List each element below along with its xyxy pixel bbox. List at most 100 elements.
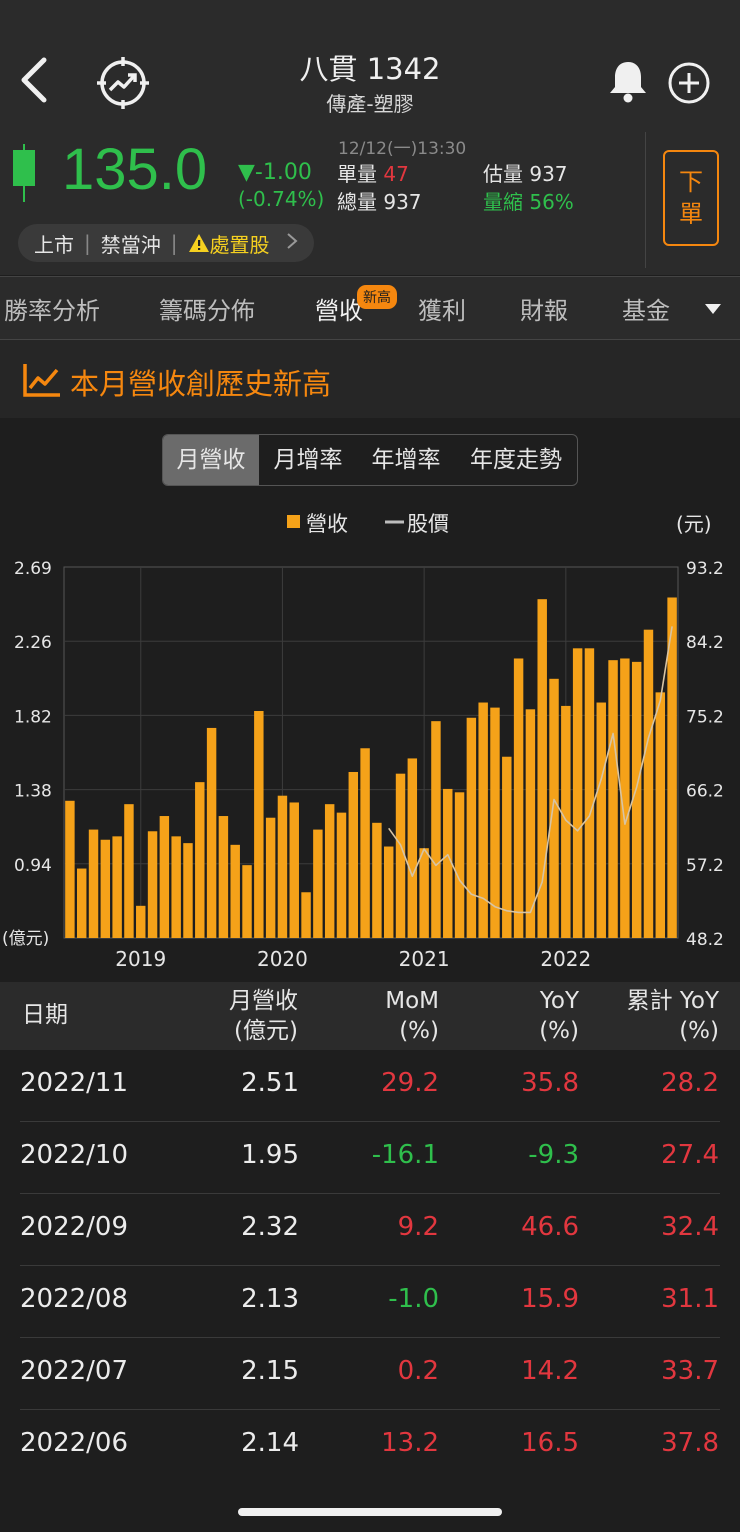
tab-more-button[interactable] — [686, 277, 740, 339]
home-indicator[interactable] — [238, 1508, 502, 1516]
col-date: 日期 — [22, 1002, 68, 1028]
revenue-bar — [608, 660, 618, 938]
chevron-right-icon — [286, 231, 298, 255]
cell-date: 2022/11 — [20, 1068, 129, 1098]
table-row[interactable]: 2022/07 2.15 0.2 14.2 33.7 — [0, 1338, 740, 1410]
revenue-bar — [336, 812, 347, 938]
cell-yoy: 16.5 — [521, 1428, 579, 1458]
left-tick-label: 2.69 — [14, 559, 52, 579]
cell-date: 2022/09 — [20, 1212, 129, 1242]
cell-yoy: 14.2 — [521, 1356, 579, 1386]
cell-revenue: 2.32 — [241, 1212, 299, 1242]
total-volume-value: 937 — [383, 190, 422, 214]
revenue-bar — [454, 792, 465, 938]
right-tick-label: 48.2 — [686, 930, 724, 950]
price-line — [388, 626, 673, 914]
cell-cum-yoy: 27.4 — [661, 1140, 719, 1170]
tab-fund[interactable]: 基金 — [622, 297, 670, 325]
add-watchlist-icon[interactable] — [666, 60, 712, 106]
left-tick-label: 1.82 — [14, 707, 52, 727]
tab-financials[interactable]: 財報 — [520, 297, 568, 325]
revenue-bar — [76, 868, 87, 938]
tab-chips[interactable]: 籌碼分佈 — [159, 297, 255, 325]
revenue-bar — [372, 822, 382, 938]
right-tick-label: 93.2 — [686, 559, 724, 579]
revenue-bar — [171, 836, 181, 938]
revenue-bar — [147, 831, 158, 938]
table-row[interactable]: 2022/11 2.51 29.2 35.8 28.2 — [0, 1050, 740, 1122]
col-cum-yoy-unit: (%) — [679, 1018, 719, 1044]
revenue-bar — [478, 702, 488, 938]
revenue-bar — [206, 727, 217, 938]
last-price: 135.0 — [62, 137, 208, 202]
left-axis-unit: (億元) — [2, 929, 49, 949]
banner-text: 本月營收創歷史新高 — [70, 367, 332, 401]
col-mom-title: MoM — [385, 988, 439, 1014]
order-button-label-1: 下 — [679, 168, 703, 196]
stock-industry: 傳產-塑膠 — [326, 92, 414, 116]
row-divider — [20, 1337, 720, 1338]
cell-date: 2022/06 — [20, 1428, 129, 1458]
unit-volume-value: 47 — [383, 162, 409, 186]
table-row[interactable]: 2022/08 2.13 -1.0 15.9 31.1 — [0, 1266, 740, 1338]
row-divider — [20, 1409, 720, 1410]
left-tick-label: 1.38 — [14, 782, 52, 802]
segment-annual-trend[interactable]: 年度走勢 — [470, 447, 562, 473]
legend-revenue-label: 營收 — [306, 512, 348, 536]
x-tick-label: 2020 — [257, 947, 308, 971]
trend-target-icon[interactable] — [96, 56, 150, 110]
tab-profit[interactable]: 獲利 — [418, 297, 466, 325]
tag-divider: | — [84, 231, 91, 255]
revenue-bar — [561, 705, 571, 938]
revenue-bars — [65, 597, 677, 938]
revenue-bar — [301, 892, 311, 938]
volume-shrink: 量縮 56% — [483, 186, 574, 215]
table-row[interactable]: 2022/09 2.32 9.2 46.6 32.4 — [0, 1194, 740, 1266]
cell-date: 2022/07 — [20, 1356, 129, 1386]
order-button[interactable]: 下 單 — [663, 150, 719, 246]
bell-icon[interactable] — [606, 58, 650, 104]
row-divider — [20, 1265, 720, 1266]
x-tick-label: 2022 — [540, 947, 591, 971]
chevron-down-icon — [705, 304, 721, 314]
segment-yoy[interactable]: 年增率 — [371, 447, 441, 473]
segment-monthly-revenue[interactable]: 月營收 — [163, 435, 259, 485]
right-tick-label: 57.2 — [686, 856, 724, 876]
col-cum-yoy: 累計 YoY (%) — [627, 986, 719, 1046]
table-row[interactable]: 2022/10 1.95 -16.1 -9.3 27.4 — [0, 1122, 740, 1194]
cell-revenue: 2.13 — [241, 1284, 299, 1314]
unit-volume-label: 單量 — [337, 162, 377, 186]
col-yoy: YoY (%) — [539, 986, 579, 1046]
cell-mom: 13.2 — [381, 1428, 439, 1458]
revenue-bar — [513, 658, 524, 938]
revenue-bar — [502, 756, 512, 938]
revenue-bar — [277, 795, 288, 938]
col-cum-yoy-title: 累計 YoY — [626, 988, 719, 1014]
left-tick-label: 0.94 — [14, 856, 52, 876]
tab-revenue[interactable]: 營收 — [315, 297, 363, 325]
segment-mom[interactable]: 月增率 — [273, 447, 343, 473]
quote-time: 12/12(一)13:30 — [338, 139, 467, 159]
revenue-bar — [431, 721, 441, 938]
revenue-bar — [537, 599, 547, 938]
est-volume: 估量 937 — [483, 158, 568, 187]
table-row[interactable]: 2022/06 2.14 13.2 16.5 37.8 — [0, 1410, 740, 1482]
col-revenue-unit: (億元) — [234, 1018, 298, 1044]
revenue-bar — [112, 836, 122, 938]
header-divider — [645, 132, 646, 268]
row-divider — [20, 1121, 720, 1122]
price-line-path — [388, 626, 673, 914]
right-tick-label: 75.2 — [686, 707, 724, 727]
revenue-bar — [360, 748, 370, 938]
col-revenue-title: 月營收 — [229, 988, 298, 1014]
row-divider — [20, 1193, 720, 1194]
revenue-bar — [324, 804, 335, 938]
back-icon[interactable] — [14, 54, 54, 106]
col-revenue: 月營收 (億元) — [229, 986, 298, 1046]
revenue-bar — [383, 846, 394, 938]
stock-tags-pill[interactable]: 上市 | 禁當沖 | 處置股 — [18, 224, 314, 262]
revenue-bar — [395, 773, 406, 938]
revenue-bar — [466, 717, 477, 938]
tab-win-rate[interactable]: 勝率分析 — [4, 297, 100, 325]
price-change-pct: (-0.74%) — [238, 187, 325, 211]
